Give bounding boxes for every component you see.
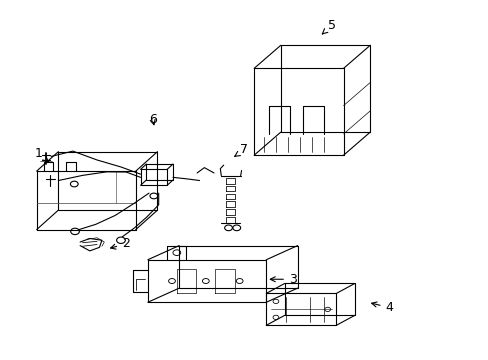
- Text: 7: 7: [234, 143, 248, 156]
- Text: 5: 5: [322, 19, 335, 34]
- Text: 6: 6: [148, 113, 156, 126]
- Text: 1: 1: [35, 147, 48, 162]
- Text: 2: 2: [110, 237, 130, 250]
- Text: 4: 4: [371, 301, 393, 314]
- Text: 3: 3: [270, 273, 296, 286]
